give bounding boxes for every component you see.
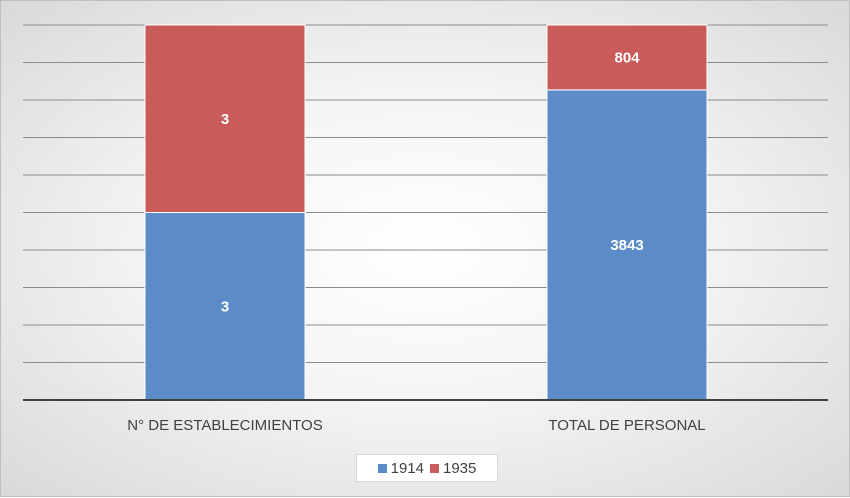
bar-1935-0 xyxy=(144,24,306,213)
legend-swatch-1935 xyxy=(430,463,439,473)
category-label: TOTAL DE PERSONAL xyxy=(548,417,705,434)
legend: 1914 1935 xyxy=(356,454,498,482)
data-label: 3 xyxy=(221,111,229,128)
legend-label-1914: 1914 xyxy=(390,459,424,477)
category-label: N° DE ESTABLECIMIENTOS xyxy=(127,417,322,434)
bar-1935-1 xyxy=(546,24,708,91)
legend-label-1935: 1935 xyxy=(443,459,477,477)
data-label: 3843 xyxy=(610,237,643,254)
data-label: 804 xyxy=(614,49,640,66)
legend-item-1935: 1935 xyxy=(430,460,476,477)
legend-swatch-1914 xyxy=(377,463,387,473)
legend-item-1914: 1914 xyxy=(377,459,424,477)
data-label: 3 xyxy=(221,298,229,315)
